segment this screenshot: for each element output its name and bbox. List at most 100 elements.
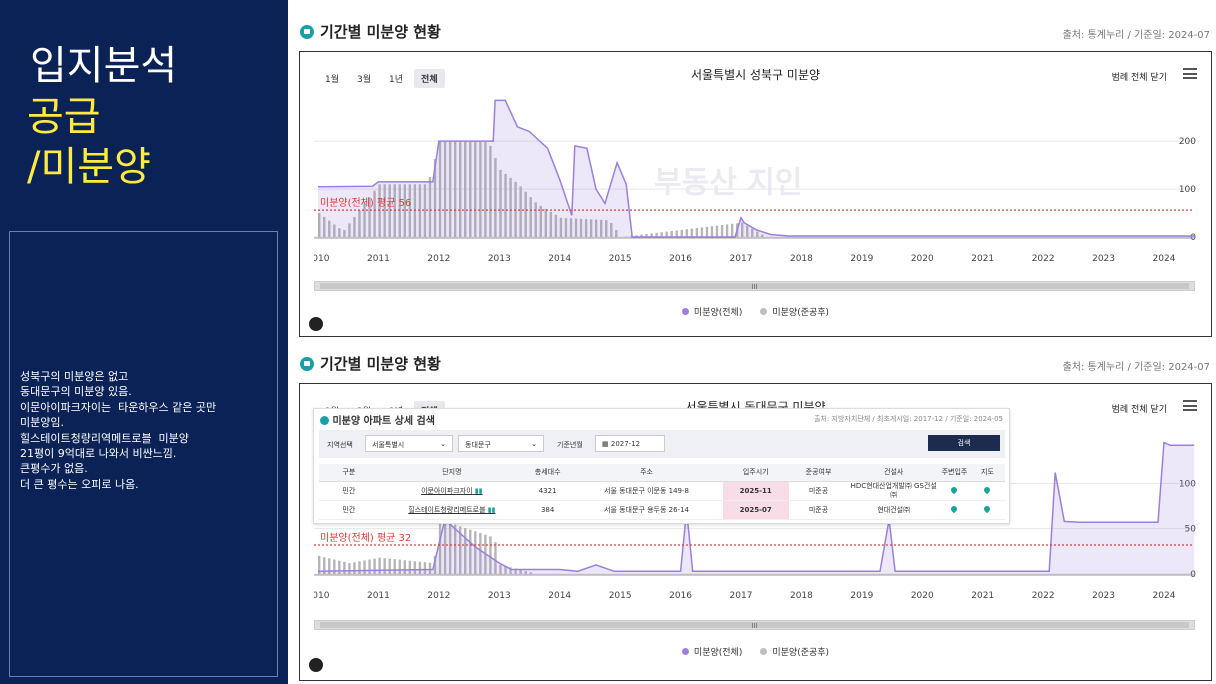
bar-completed: [594, 219, 598, 237]
legend-item-total[interactable]: 미분양(전체): [681, 305, 742, 318]
bar-completed: [625, 236, 628, 237]
source-note: 출처: 통계누리 / 기준일: 2024-07: [1062, 30, 1210, 41]
region2-select[interactable]: 동대문구 ⌄: [458, 435, 544, 452]
bar-completed: [534, 202, 537, 237]
x-tick-label: 2018: [790, 591, 813, 601]
tab-all[interactable]: 전체: [414, 69, 445, 88]
bar-completed: [383, 558, 386, 574]
note-line: 성북구의 미분양은 없고: [20, 370, 129, 383]
note-line: 큰평수가 없음.: [20, 462, 88, 476]
date-input[interactable]: ▦ 2027-12: [595, 435, 665, 452]
map-pin-icon[interactable]: [983, 504, 992, 513]
bar-completed: [338, 560, 341, 574]
x-tick-label: 2015: [609, 591, 632, 601]
bar-completed: [428, 562, 432, 574]
bar-completed: [610, 223, 613, 237]
home-icon: [300, 356, 314, 371]
hamburger-menu-icon[interactable]: [1183, 68, 1197, 79]
x-tick-label: 2013: [488, 254, 511, 264]
search-overlay: 미분양 아파트 상세 검색 출처: 지방자치단체 / 최초게시일: 2017-1…: [313, 408, 1010, 524]
bar-completed: [318, 213, 321, 237]
bar-completed: [363, 203, 366, 237]
legend-dot-icon: [760, 308, 768, 315]
col-header: 건설사: [848, 464, 940, 482]
overlay-meta: 출처: 지방자치단체 / 최초게시일: 2017-12 / 기준일: 2024-…: [814, 415, 1003, 423]
bar-completed: [695, 228, 699, 237]
scroll-thumb[interactable]: III: [320, 622, 1189, 630]
bar-completed: [388, 558, 391, 574]
col-header: 지도: [969, 464, 1005, 482]
col-header: 구분: [319, 464, 379, 482]
bar-completed: [373, 190, 376, 237]
chevron-down-icon: ⌄: [440, 440, 446, 448]
scroll-thumb[interactable]: III: [320, 283, 1189, 291]
legend-toggle-button[interactable]: 범례 전체 닫기: [1111, 73, 1167, 83]
table-row: 민간 힐스테이트청량리메트로블 ▮▮ 384 서울 동대문구 용두동 26-14…: [319, 500, 1005, 520]
tab-1month[interactable]: 1월: [325, 75, 340, 85]
map-pin-icon[interactable]: [950, 504, 959, 513]
bar-completed: [403, 184, 407, 237]
line-total: [317, 99, 1195, 238]
x-tick-label: 2011: [367, 254, 390, 264]
chart-scrollbar[interactable]: III: [314, 620, 1195, 630]
legend-toggle-button[interactable]: 범례 전체 닫기: [1111, 405, 1167, 415]
complex-link[interactable]: 이문아이파크자이 ▮▮: [378, 481, 525, 501]
bar-completed: [725, 224, 729, 237]
tab-3month[interactable]: 3월: [357, 75, 372, 85]
bar-completed: [453, 524, 457, 574]
bar-completed: [539, 205, 542, 237]
legend-item-completed[interactable]: 미분양(준공후): [760, 305, 829, 318]
bar-completed: [690, 228, 694, 237]
bar-completed: [715, 225, 719, 237]
bar-completed: [524, 191, 527, 237]
bar-completed: [323, 557, 326, 574]
bar-completed: [368, 559, 371, 574]
bar-completed: [484, 141, 487, 237]
x-tick-label: 2023: [1092, 591, 1115, 601]
x-tick-label: 2024: [1153, 591, 1176, 601]
x-tick-label: 2022: [1032, 254, 1055, 264]
bar-completed: [670, 231, 673, 237]
chart-scrollbar[interactable]: III: [314, 281, 1195, 291]
chart-icon: ▮▮: [487, 505, 496, 514]
home-icon: [320, 416, 329, 425]
region1-select[interactable]: 서울특별시 ⌄: [365, 435, 453, 452]
slide-title-line1: 입지분석: [30, 43, 178, 89]
map-pin-icon[interactable]: [983, 485, 992, 494]
bar-completed: [433, 555, 437, 574]
section-title: 기간별 미분양 현황: [300, 21, 441, 42]
bar-completed: [403, 560, 407, 574]
hamburger-menu-icon[interactable]: [1183, 400, 1197, 411]
bar-completed: [544, 208, 548, 237]
line-total: [317, 441, 1195, 573]
bar-completed: [353, 216, 356, 237]
bar-completed: [564, 218, 568, 237]
map-pin-icon[interactable]: [950, 485, 959, 494]
complex-link[interactable]: 힐스테이트청량리메트로블 ▮▮: [378, 500, 525, 520]
bar-completed: [328, 558, 331, 574]
chart-legend: 미분양(전체) 미분양(준공후): [300, 645, 1211, 658]
x-tick-label: 2018: [790, 254, 813, 264]
search-button[interactable]: 검색: [928, 435, 1000, 451]
tab-1year[interactable]: 1년: [389, 75, 404, 85]
note-line: 힐스테이트청량리역메트로블 미분양: [20, 431, 189, 445]
bar-completed: [489, 145, 492, 237]
x-tick-label: 2023: [1092, 254, 1115, 264]
bar-completed: [524, 570, 527, 574]
bar-completed: [504, 566, 507, 574]
bar-completed: [408, 560, 412, 574]
x-tick-label: 2014: [548, 254, 571, 264]
col-header: 총세대수: [524, 464, 571, 482]
area-total: [318, 442, 1195, 574]
chevron-down-icon: ⌄: [531, 440, 537, 448]
calendar-icon: ▦: [602, 440, 609, 448]
legend-item-completed[interactable]: 미분양(준공후): [760, 645, 829, 658]
legend-item-total[interactable]: 미분양(전체): [681, 645, 742, 658]
bar-completed: [741, 222, 744, 237]
search-results-table: 구분 단지명 총세대수 주소 입주시기 준공여부 건설사 주변입주 지도 민간: [319, 464, 1005, 520]
bar-completed: [413, 561, 417, 574]
bar-completed: [418, 561, 422, 574]
bar-completed: [469, 529, 472, 574]
